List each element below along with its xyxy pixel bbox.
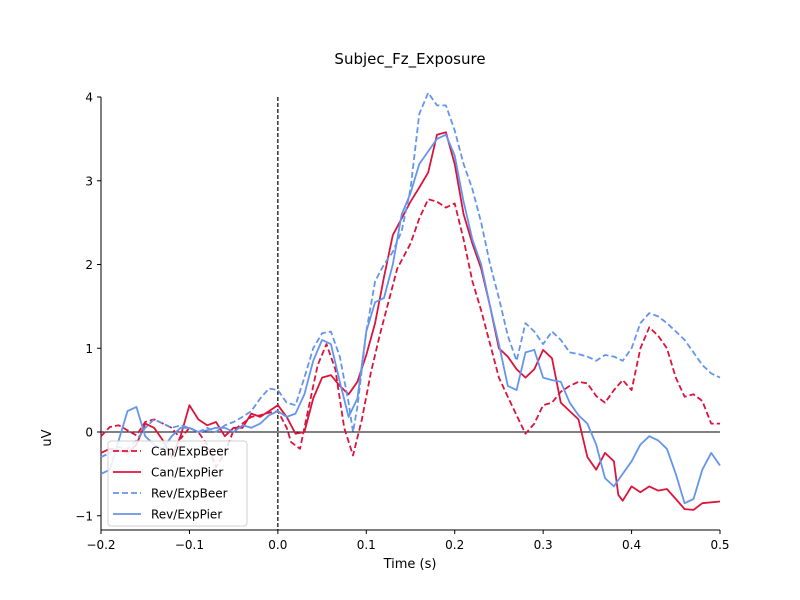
y-tick-label: −1: [75, 509, 93, 523]
legend-label: Can/ExpBeer: [151, 445, 229, 459]
x-tick-label: 0.3: [534, 538, 553, 552]
y-axis-label: uV: [40, 429, 55, 446]
legend-label: Can/ExpPier: [151, 466, 223, 480]
x-tick-label: 0.5: [710, 538, 729, 552]
x-tick-label: 0.1: [357, 538, 376, 552]
x-tick-label: 0.4: [622, 538, 641, 552]
y-tick-label: 4: [85, 91, 93, 105]
axes-layer: −0.2 −0.1 0.0 0.1 0.2 0.3 0.4 0.5 −1 0 1 2 3 4: [75, 91, 729, 553]
series-line-rev-exppier: [100, 133, 721, 505]
series-line-can-expbeer: [100, 198, 720, 469]
legend-box: [107, 440, 248, 527]
x-axis-label: Time (s): [383, 557, 437, 572]
legend: Can/ExpBeer Can/ExpPier Rev/ExpBeer Rev/Exp…: [107, 440, 248, 527]
y-tick-label: 0: [85, 426, 93, 440]
x-tick-label: −0.1: [175, 538, 204, 552]
y-tick-label: 1: [85, 342, 93, 356]
x-tick-label: −0.2: [86, 538, 115, 552]
legend-label: Rev/ExpPier: [151, 508, 222, 522]
legend-label: Rev/ExpBeer: [151, 487, 228, 501]
series-line-rev-expbeer: [100, 91, 721, 458]
y-tick-label: 2: [85, 258, 93, 272]
chart-title: Subjec_Fz_Exposure: [334, 50, 485, 69]
y-tick-label: 3: [85, 174, 93, 188]
x-tick-label: 0.2: [445, 538, 464, 552]
series-line-can-exppier: [100, 131, 721, 511]
series-layer: [100, 91, 721, 511]
x-tick-label: 0.0: [268, 538, 287, 552]
